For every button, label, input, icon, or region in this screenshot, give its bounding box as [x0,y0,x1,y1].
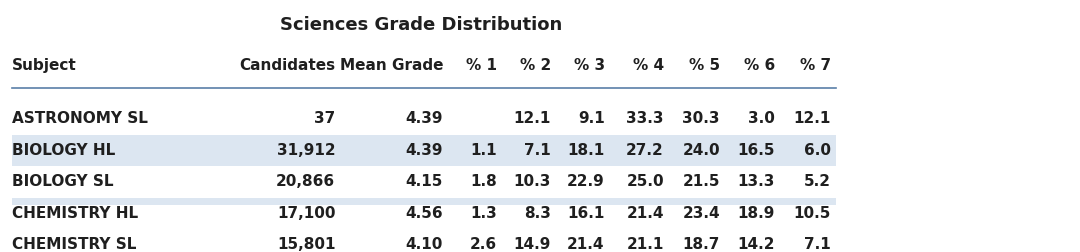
Text: Sciences Grade Distribution: Sciences Grade Distribution [281,16,563,34]
Text: 4.56: 4.56 [405,206,443,221]
Text: 5.2: 5.2 [804,174,831,190]
Text: 3.0: 3.0 [748,111,774,126]
Text: 6.0: 6.0 [804,143,831,158]
Text: 37: 37 [314,111,335,126]
Text: CHEMISTRY HL: CHEMISTRY HL [12,206,138,221]
Text: 22.9: 22.9 [567,174,605,190]
Text: 13.3: 13.3 [738,174,774,190]
Text: 24.0: 24.0 [683,143,720,158]
Text: 7.1: 7.1 [805,237,831,252]
Text: 21.4: 21.4 [567,237,605,252]
Text: 16.1: 16.1 [567,206,605,221]
Text: 9.1: 9.1 [578,111,605,126]
Text: Subject: Subject [12,58,77,73]
FancyBboxPatch shape [12,198,836,229]
Text: 8.3: 8.3 [524,206,551,221]
Text: 17,100: 17,100 [276,206,335,221]
Text: 21.1: 21.1 [626,237,664,252]
Text: 12.1: 12.1 [513,111,551,126]
Text: Candidates: Candidates [239,58,335,73]
Text: 4.39: 4.39 [406,143,443,158]
Text: CHEMISTRY SL: CHEMISTRY SL [12,237,136,252]
Text: % 6: % 6 [744,58,774,73]
Text: 21.5: 21.5 [683,174,720,190]
Text: 1.3: 1.3 [470,206,497,221]
Text: 10.3: 10.3 [513,174,551,190]
Text: 4.15: 4.15 [406,174,443,190]
Text: 18.1: 18.1 [567,143,605,158]
Text: 31,912: 31,912 [276,143,335,158]
Text: 4.39: 4.39 [406,111,443,126]
Text: BIOLOGY SL: BIOLOGY SL [12,174,113,190]
Text: % 7: % 7 [799,58,831,73]
Text: % 3: % 3 [573,58,605,73]
Text: 20,866: 20,866 [276,174,335,190]
Text: BIOLOGY HL: BIOLOGY HL [12,143,116,158]
Text: 1.8: 1.8 [470,174,497,190]
Text: Mean Grade: Mean Grade [339,58,443,73]
Text: 25.0: 25.0 [626,174,664,190]
Text: 18.9: 18.9 [738,206,774,221]
Text: 30.3: 30.3 [683,111,720,126]
Text: 10.5: 10.5 [794,206,831,221]
Text: 1.1: 1.1 [470,143,497,158]
Text: 12.1: 12.1 [794,111,831,126]
Text: 27.2: 27.2 [626,143,664,158]
Text: 4.10: 4.10 [406,237,443,252]
Text: 23.4: 23.4 [683,206,720,221]
Text: % 4: % 4 [633,58,664,73]
Text: 15,801: 15,801 [276,237,335,252]
Text: 21.4: 21.4 [626,206,664,221]
Text: 33.3: 33.3 [626,111,664,126]
Text: 14.2: 14.2 [738,237,774,252]
FancyBboxPatch shape [12,135,836,166]
Text: % 2: % 2 [519,58,551,73]
Text: % 1: % 1 [465,58,497,73]
Text: 18.7: 18.7 [683,237,720,252]
Text: 16.5: 16.5 [738,143,774,158]
Text: % 5: % 5 [689,58,720,73]
Text: ASTRONOMY SL: ASTRONOMY SL [12,111,148,126]
Text: 14.9: 14.9 [513,237,551,252]
Text: 2.6: 2.6 [470,237,497,252]
Text: 7.1: 7.1 [524,143,551,158]
